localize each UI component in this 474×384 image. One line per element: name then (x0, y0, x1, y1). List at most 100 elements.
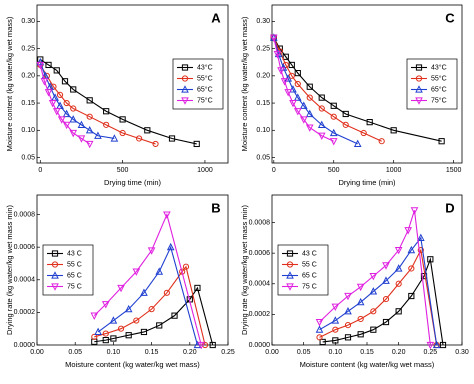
marker (408, 265, 415, 272)
marker (315, 325, 324, 333)
marker (415, 64, 423, 71)
legend-label: 43°C (197, 63, 213, 71)
marker (62, 109, 71, 118)
legend-label: 65 C (302, 272, 317, 279)
marker (166, 242, 175, 251)
legend-label: 43°C (431, 63, 447, 71)
marker (36, 61, 45, 70)
marker (181, 64, 189, 71)
marker (329, 138, 338, 146)
marker (193, 140, 200, 148)
y-tick-label: 0.0004 (14, 277, 36, 284)
marker (85, 140, 94, 149)
marker (56, 91, 64, 98)
marker (316, 334, 323, 341)
marker (163, 289, 170, 296)
x-tick-label: 0.15 (145, 349, 159, 356)
marker (284, 89, 293, 97)
marker (40, 78, 49, 86)
y-axis-label: Moisture content (kg water/kg wet mass) (240, 16, 249, 151)
marker (426, 341, 435, 350)
x-tick-label: 500 (328, 167, 340, 174)
marker (382, 276, 390, 284)
marker (94, 327, 102, 336)
series-line (319, 236, 438, 346)
marker (286, 250, 294, 257)
marker (410, 207, 419, 215)
legend-label: 75°C (197, 96, 213, 104)
y-tick-label: 0.0002 (14, 309, 36, 316)
legend-label: 55 C (67, 261, 82, 268)
marker (293, 108, 302, 116)
marker (103, 121, 110, 128)
marker (344, 334, 352, 341)
y-tick-label: 0.30 (21, 18, 35, 25)
marker (273, 50, 282, 59)
marker (294, 70, 301, 77)
marker (133, 317, 140, 324)
y-tick-label: 0.0000 (14, 342, 36, 349)
marker (144, 127, 151, 134)
marker (382, 318, 390, 326)
y-tick-label: 0.10 (256, 127, 270, 134)
marker (394, 264, 403, 272)
legend: 43 C 55 C 65 C 75 C (277, 244, 329, 296)
legend-label: 55°C (197, 74, 213, 82)
x-tick-label: 500 (117, 167, 129, 174)
series-line (39, 64, 156, 145)
plot-frame (36, 4, 229, 164)
legend-label: 43 C (302, 250, 317, 257)
marker (329, 128, 338, 137)
y-tick-label: 0.15 (21, 100, 35, 107)
marker (317, 132, 326, 141)
marker (330, 113, 337, 120)
x-axis-label: Drying time (min) (104, 178, 162, 187)
marker (344, 307, 352, 315)
series-line (39, 64, 90, 145)
marker (288, 61, 295, 69)
marker (407, 245, 416, 254)
marker (293, 93, 302, 101)
marker (439, 341, 447, 349)
marker (163, 211, 171, 219)
marker (110, 134, 119, 142)
y-tick-label: 0.0002 (249, 311, 271, 318)
marker (124, 304, 133, 313)
x-tick-label: 0 (38, 167, 42, 174)
marker (94, 131, 102, 139)
y-tick-label: 0.20 (21, 73, 35, 80)
marker (342, 110, 349, 118)
y-tick-label: 0.30 (256, 18, 270, 25)
marker (155, 267, 164, 275)
y-tick-label: 0.20 (256, 73, 270, 80)
panel-3: 0.00 0.05 0.10 0.15 0.20 0.25 0.30 0.0000 0.0002… (240, 194, 469, 369)
series-line (94, 265, 206, 346)
marker (182, 263, 190, 270)
x-axis-label: Drying time (min) (338, 178, 396, 187)
marker (404, 227, 412, 235)
marker (48, 99, 57, 108)
y-tick-label: 0.0006 (249, 250, 271, 257)
marker (366, 119, 373, 126)
marker (360, 129, 367, 137)
marker (378, 138, 385, 145)
marker (306, 94, 313, 101)
marker (44, 89, 53, 97)
y-axis-label: Drying rate (kg water/kg wet mass min) (5, 204, 14, 335)
marker (119, 116, 126, 123)
panel-label: A (211, 10, 221, 25)
marker (77, 135, 86, 143)
y-tick-label: 0.05 (21, 154, 35, 161)
marker (305, 109, 314, 118)
legend-label: 65°C (431, 85, 447, 93)
x-axis-label: Moisture content (kg water/kg wet mass) (300, 360, 435, 369)
legend-label: 75 C (302, 283, 317, 290)
legend: 43 C 55 C 65 C 75 C (42, 244, 94, 296)
marker (69, 129, 78, 138)
legend-label: 55 C (302, 261, 317, 268)
panel-1: 0 500 1000 1500 0.05 0.10 0.15 0.20 0.25 0.30 Dryi… (240, 4, 463, 187)
y-tick-label: 0.05 (256, 154, 270, 161)
y-tick-label: 0.0008 (14, 211, 36, 218)
x-tick-label: 0.10 (329, 349, 343, 356)
series-line (319, 248, 438, 346)
